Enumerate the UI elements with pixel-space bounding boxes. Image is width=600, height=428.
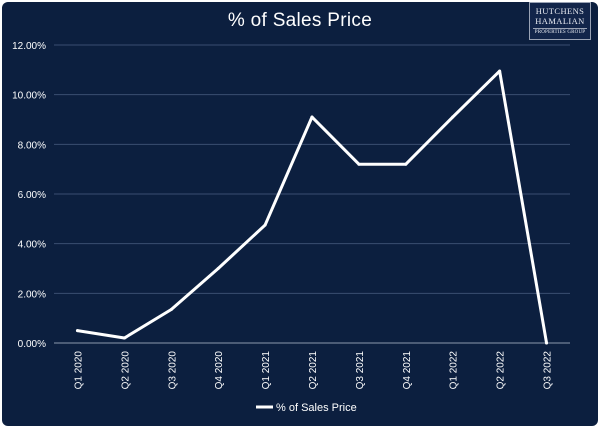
y-tick-label: 12.00%	[12, 41, 46, 52]
data-point	[404, 162, 408, 166]
y-tick-label: 8.00%	[18, 140, 46, 151]
y-tick-label: 0.00%	[18, 339, 46, 350]
x-tick-label: Q1 2022	[449, 351, 460, 390]
x-axis-ticks: Q1 2020 Q2 2020 Q3 2020 Q4 2020 Q1 2021 Q2 20…	[73, 351, 553, 390]
logo-line-3: PROPERTIES GROUP	[533, 28, 587, 35]
gridlines	[54, 44, 570, 344]
series-layer	[75, 69, 549, 345]
data-point	[357, 162, 361, 166]
x-tick-label: Q4 2021	[402, 351, 413, 390]
logo-line-2: HAMALIAN	[535, 16, 585, 26]
x-tick-label: Q2 2022	[496, 351, 507, 390]
data-point	[122, 336, 126, 340]
company-logo: HUTCHENS HAMALIAN PROPERTIES GROUP	[529, 2, 591, 40]
data-point	[169, 307, 173, 311]
data-point	[545, 341, 549, 345]
y-tick-label: 6.00%	[18, 190, 46, 201]
data-point	[498, 69, 502, 73]
x-tick-label: Q4 2020	[214, 351, 225, 390]
x-tick-label: Q1 2020	[73, 351, 84, 390]
x-tick-label: Q3 2020	[167, 351, 178, 390]
x-tick-label: Q2 2021	[308, 351, 319, 390]
logo-line-1: HUTCHENS	[535, 6, 585, 16]
x-tick-label: Q1 2021	[261, 351, 272, 390]
legend: % of Sales Price	[256, 402, 357, 414]
y-tick-label: 10.00%	[12, 91, 46, 102]
data-point	[75, 329, 79, 333]
x-tick-label: Q2 2020	[120, 351, 131, 390]
y-tick-label: 4.00%	[18, 240, 46, 251]
data-point	[310, 115, 314, 119]
data-point	[451, 115, 455, 119]
y-tick-label: 2.00%	[18, 289, 46, 300]
chart-title: % of Sales Price	[227, 10, 373, 31]
series-line	[75, 69, 549, 345]
x-tick-label: Q3 2022	[543, 351, 554, 390]
x-tick-label: Q3 2021	[355, 351, 366, 390]
y-axis-ticks: 0.00% 2.00% 4.00% 6.00% 8.00% 10.00% 12.00%	[12, 41, 46, 350]
data-point	[263, 223, 267, 227]
data-point	[216, 267, 220, 270]
legend-label: % of Sales Price	[276, 402, 357, 414]
